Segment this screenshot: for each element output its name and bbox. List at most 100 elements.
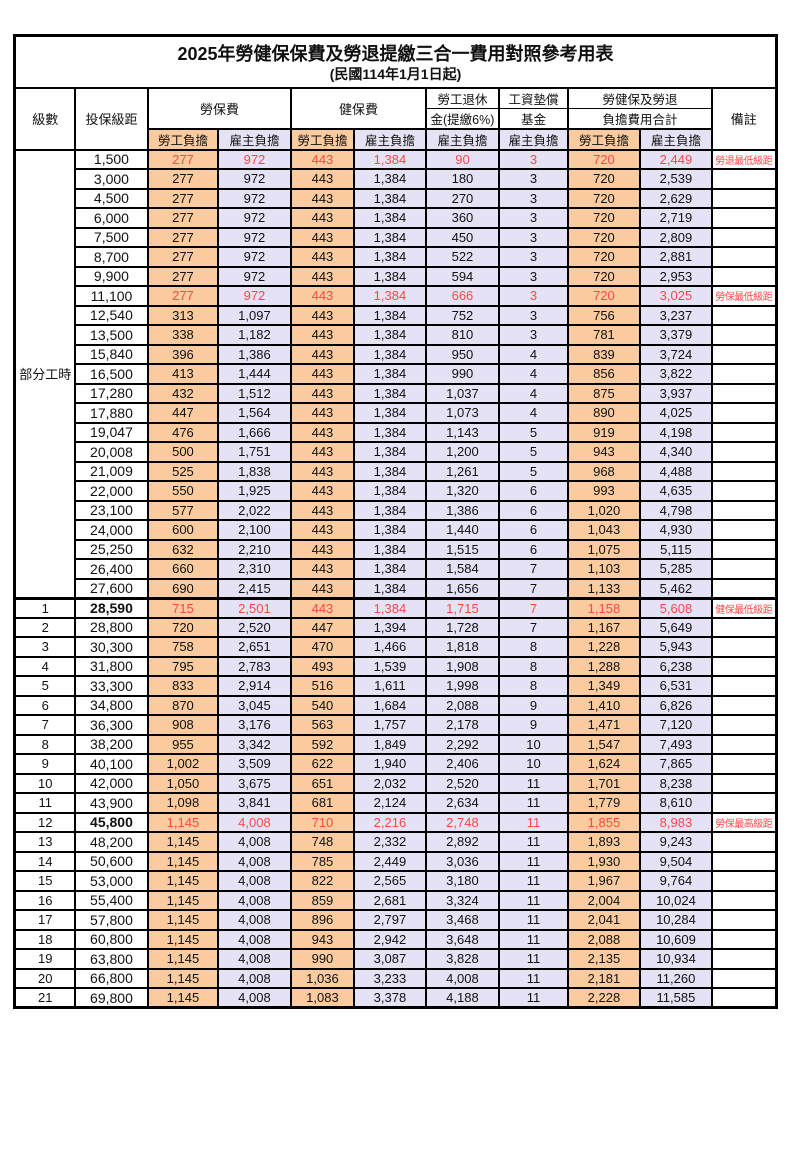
level-cell: 6 xyxy=(13,694,76,716)
wage-fund-employer-cell: 3 xyxy=(497,324,569,346)
total-employee-cell: 890 xyxy=(566,402,641,424)
labor-employer-cell: 972 xyxy=(216,168,292,190)
health-employee-cell: 1,036 xyxy=(289,967,355,989)
pension-employer-cell: 1,908 xyxy=(424,655,500,677)
pension-employer-cell: 2,292 xyxy=(424,733,500,755)
labor-employer-cell: 1,097 xyxy=(216,304,292,326)
health-employer-cell: 1,384 xyxy=(352,480,427,502)
labor-employee-cell: 550 xyxy=(146,480,219,502)
pension-employer-cell: 2,406 xyxy=(424,753,500,775)
bracket-cell: 16,500 xyxy=(73,363,149,385)
pension-employer-cell: 2,634 xyxy=(424,792,500,814)
health-employee-cell: 592 xyxy=(289,733,355,755)
labor-employer-cell: 3,841 xyxy=(216,792,292,814)
total-employer-cell: 7,865 xyxy=(638,753,713,775)
pension-employer-cell: 2,088 xyxy=(424,694,500,716)
total-employer-cell: 3,379 xyxy=(638,324,713,346)
health-employer-cell: 3,233 xyxy=(352,967,427,989)
table-row: 1 28,590 715 2,501 443 1,384 1,715 7 1,158 5,608 健… xyxy=(13,596,778,619)
table-row: 23,100 577 2,022 443 1,384 1,386 6 1,020 4,798 xyxy=(15,499,778,521)
col-header-wage-fund-line2: 基金 xyxy=(497,107,569,130)
health-employer-cell: 1,384 xyxy=(352,441,427,463)
wage-fund-employer-cell: 6 xyxy=(497,538,569,560)
bracket-cell: 17,280 xyxy=(73,382,149,404)
wage-fund-employer-cell: 7 xyxy=(497,577,569,599)
wage-fund-employer-cell: 3 xyxy=(497,226,569,248)
remark-cell xyxy=(710,909,778,931)
subheader-total-employer: 雇主負擔 xyxy=(638,127,713,151)
labor-employer-cell: 972 xyxy=(216,265,292,287)
wage-fund-employer-cell: 11 xyxy=(497,909,569,931)
remark-cell xyxy=(710,499,778,521)
health-employer-cell: 1,384 xyxy=(352,304,427,326)
pension-employer-cell: 1,073 xyxy=(424,402,500,424)
labor-employee-cell: 955 xyxy=(146,733,219,755)
total-employer-cell: 2,629 xyxy=(638,187,713,209)
remark-cell xyxy=(710,967,778,989)
labor-employee-cell: 1,145 xyxy=(146,811,219,833)
health-employee-cell: 447 xyxy=(289,616,355,638)
labor-employer-cell: 2,310 xyxy=(216,558,292,580)
labor-employer-cell: 2,914 xyxy=(216,675,292,697)
labor-employee-cell: 500 xyxy=(146,441,219,463)
table-row: 17,880 447 1,564 443 1,384 1,073 4 890 4,025 xyxy=(15,402,778,424)
labor-employee-cell: 277 xyxy=(146,168,219,190)
col-header-wage-fund-line1: 工資墊償 xyxy=(497,86,569,109)
title-row: 2025年勞健保保費及勞退提繳三合一費用對照參考用表 (民國114年1月1日起) xyxy=(13,34,778,89)
labor-employee-cell: 1,002 xyxy=(146,753,219,775)
health-employer-cell: 1,757 xyxy=(352,714,427,736)
level-cell: 7 xyxy=(13,714,76,736)
total-employer-cell: 5,943 xyxy=(638,636,713,658)
bracket-cell: 15,840 xyxy=(73,343,149,365)
labor-employer-cell: 2,022 xyxy=(216,499,292,521)
health-employer-cell: 2,032 xyxy=(352,772,427,794)
wage-fund-employer-cell: 11 xyxy=(497,811,569,833)
table-row: 8,700 277 972 443 1,384 522 3 720 2,881 xyxy=(15,246,778,268)
remark-cell xyxy=(710,889,778,911)
table-row: 16 55,400 1,145 4,008 859 2,681 3,324 11 2,004 10… xyxy=(13,889,778,911)
health-employee-cell: 443 xyxy=(289,207,355,229)
health-employee-cell: 822 xyxy=(289,870,355,892)
health-employee-cell: 443 xyxy=(289,480,355,502)
bracket-cell: 60,800 xyxy=(73,928,149,950)
health-employee-cell: 785 xyxy=(289,850,355,872)
total-employee-cell: 720 xyxy=(566,285,641,307)
remark-cell xyxy=(710,246,778,268)
col-header-level: 級數 xyxy=(13,86,76,151)
col-header-remark: 備註 xyxy=(710,86,778,151)
table-row: 12 45,800 1,145 4,008 710 2,216 2,748 11 1,855 8,… xyxy=(13,811,778,833)
labor-employee-cell: 277 xyxy=(146,246,219,268)
remark-cell xyxy=(710,577,778,599)
remark-cell xyxy=(710,168,778,190)
labor-employee-cell: 660 xyxy=(146,558,219,580)
health-employer-cell: 2,216 xyxy=(352,811,427,833)
subheader-labor-employee: 勞工負擔 xyxy=(146,127,219,151)
health-employer-cell: 2,797 xyxy=(352,909,427,931)
labor-employee-cell: 600 xyxy=(146,519,219,541)
remark-cell xyxy=(710,460,778,482)
labor-employee-cell: 833 xyxy=(146,675,219,697)
total-employee-cell: 856 xyxy=(566,363,641,385)
total-employee-cell: 1,158 xyxy=(566,596,641,619)
health-employee-cell: 443 xyxy=(289,168,355,190)
health-employee-cell: 443 xyxy=(289,265,355,287)
labor-employee-cell: 338 xyxy=(146,324,219,346)
table-row: 20 66,800 1,145 4,008 1,036 3,233 4,008 11 2,181… xyxy=(13,967,778,989)
wage-fund-employer-cell: 9 xyxy=(497,694,569,716)
table-row: 13,500 338 1,182 443 1,384 810 3 781 3,379 xyxy=(15,324,778,346)
wage-fund-employer-cell: 4 xyxy=(497,382,569,404)
level-cell: 17 xyxy=(13,909,76,931)
labor-employer-cell: 2,100 xyxy=(216,519,292,541)
health-employee-cell: 443 xyxy=(289,148,355,170)
level-cell: 2 xyxy=(13,616,76,638)
level-cell: 19 xyxy=(13,948,76,970)
table-row: 4,500 277 972 443 1,384 270 3 720 2,629 xyxy=(15,187,778,209)
wage-fund-employer-cell: 11 xyxy=(497,948,569,970)
table-row: 19,047 476 1,666 443 1,384 1,143 5 919 4,198 xyxy=(15,421,778,443)
labor-employer-cell: 4,008 xyxy=(216,967,292,989)
total-employee-cell: 1,779 xyxy=(566,792,641,814)
labor-employee-cell: 447 xyxy=(146,402,219,424)
table-row: 15,840 396 1,386 443 1,384 950 4 839 3,724 xyxy=(15,343,778,365)
header-row-groups-line2: 金(提繳6%) 基金 負擔費用合計 xyxy=(15,107,776,130)
total-employer-cell: 4,488 xyxy=(638,460,713,482)
